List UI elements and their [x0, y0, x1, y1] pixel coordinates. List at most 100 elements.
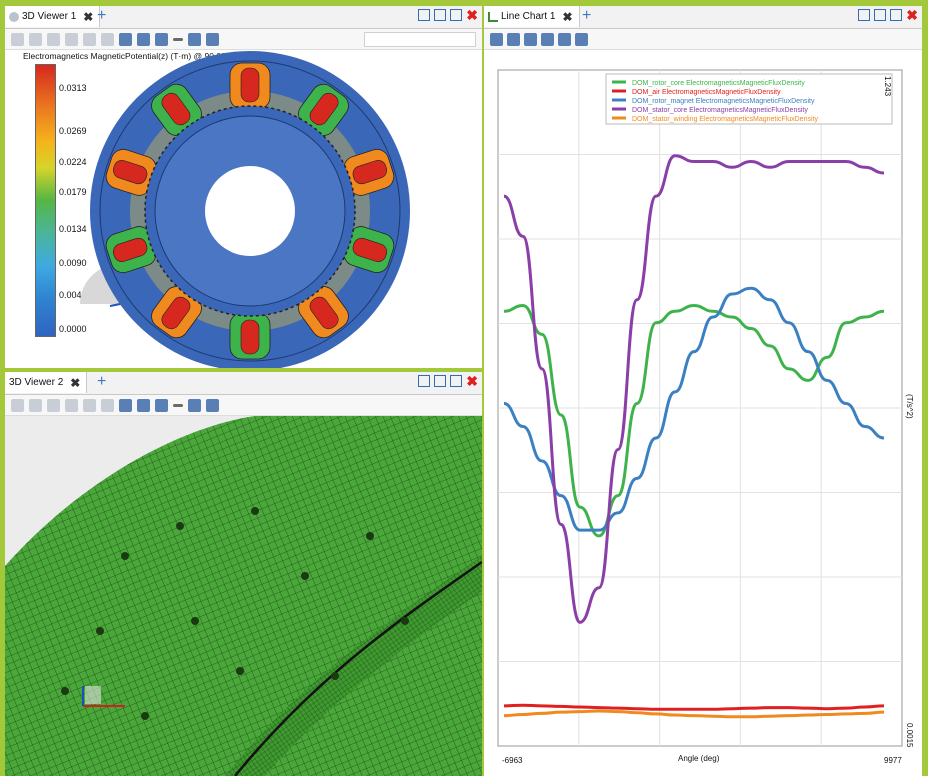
stator-coil: [343, 148, 395, 196]
colorbar-label: 0.0090: [59, 258, 87, 268]
tab-label: Line Chart 1: [501, 11, 556, 22]
zoom-box-icon[interactable]: [47, 32, 60, 46]
close-panel-icon[interactable]: ✖: [466, 373, 478, 389]
screenshot-icon[interactable]: [206, 32, 219, 46]
stator-coil: [229, 312, 271, 360]
tab-label: 3D Viewer 1: [22, 11, 77, 22]
stator-coil: [298, 83, 349, 136]
viewer2-toolbar: [5, 395, 482, 416]
series-line: [503, 154, 885, 624]
maximize-icon[interactable]: [418, 9, 431, 21]
chart-bars-icon[interactable]: [541, 32, 554, 46]
split-horizontal-icon[interactable]: [874, 9, 887, 21]
camera-icon[interactable]: [188, 398, 201, 412]
close-icon[interactable]: ✖: [562, 9, 573, 24]
stator-coil: [151, 286, 202, 339]
chart-legend-icon[interactable]: [558, 32, 571, 46]
colorbar-label: 0.0224: [59, 157, 87, 167]
y-max-label: 1.243: [883, 76, 892, 97]
view-field[interactable]: [364, 32, 476, 47]
maximize-icon[interactable]: [418, 375, 431, 387]
pick-icon[interactable]: [119, 32, 132, 46]
colorbar-label: 0.0000: [59, 324, 87, 334]
stator-coil: [105, 148, 157, 196]
viewer1-tabbar: 3D Viewer 1 ✖ + ✖: [5, 6, 482, 29]
camera-icon[interactable]: [188, 32, 201, 46]
tab-3d-viewer-1[interactable]: 3D Viewer 1 ✖: [5, 6, 101, 27]
split-vertical-icon[interactable]: [450, 375, 463, 387]
chart-tabbar: Line Chart 1 ✖ + ✖: [484, 6, 922, 29]
mesh-view: [5, 416, 482, 776]
close-icon[interactable]: ✖: [70, 375, 81, 390]
viewer2-tabbar: 3D Viewer 2 ✖ + ✖: [5, 372, 482, 395]
legend-entry: DOM_stator_core ElectromagneticsMagnetic…: [632, 107, 808, 114]
axis-triad: [82, 686, 125, 707]
zoom-fit-icon[interactable]: [490, 32, 503, 46]
box-select-icon[interactable]: [29, 398, 42, 412]
window-controls: ✖: [418, 7, 478, 23]
pan-icon[interactable]: [83, 32, 96, 46]
chart-axis-icon[interactable]: [524, 32, 537, 46]
fit-all-icon[interactable]: [101, 32, 114, 46]
window-controls: ✖: [418, 373, 478, 389]
zoom-icon[interactable]: [155, 398, 168, 412]
series-line: [503, 709, 885, 719]
colorbar-label: 0.0045: [59, 290, 87, 300]
motor-cross-section: [90, 51, 410, 368]
series-line: [503, 286, 885, 532]
viewer1-toolbar: [5, 29, 482, 50]
colorbar-label: 0.0134: [59, 224, 87, 234]
add-tab-icon[interactable]: +: [97, 7, 107, 24]
legend-title: Electromagnetics MagneticPotential(z) (T…: [23, 51, 243, 61]
chart-toolbar: [484, 29, 922, 50]
fit-icon[interactable]: [65, 398, 78, 412]
split-horizontal-icon[interactable]: [434, 9, 447, 21]
stator-coil: [229, 62, 271, 110]
menu-icon[interactable]: [173, 37, 183, 41]
close-panel-icon[interactable]: ✖: [466, 7, 478, 23]
viewer1-panel: 3D Viewer 1 ✖ + ✖ Electromagnetics Magne…: [5, 6, 482, 368]
split-vertical-icon[interactable]: [890, 9, 903, 21]
colorbar-label: 0.0179: [59, 187, 87, 197]
zoom-icon[interactable]: [155, 32, 168, 46]
stator-coil: [343, 226, 395, 274]
scene-icon[interactable]: [137, 398, 150, 412]
close-panel-icon[interactable]: ✖: [906, 7, 918, 23]
pick-icon[interactable]: [119, 398, 132, 412]
close-icon[interactable]: ✖: [83, 9, 94, 24]
window-controls: ✖: [858, 7, 918, 23]
box-select-icon[interactable]: [29, 32, 42, 46]
y-axis-label: (T/s^2): [905, 394, 914, 419]
split-vertical-icon[interactable]: [450, 9, 463, 21]
legend-entry: DOM_air ElectromagneticsMagneticFluxDens…: [632, 89, 781, 96]
tab-label: 3D Viewer 2: [9, 377, 64, 388]
colorbar: [35, 64, 56, 337]
legend-entry: DOM_rotor_magnet ElectromagneticsMagneti…: [632, 98, 815, 105]
tab-line-chart-1[interactable]: Line Chart 1 ✖: [484, 6, 580, 27]
split-horizontal-icon[interactable]: [434, 375, 447, 387]
colorbar-label: 0.0313: [59, 83, 87, 93]
add-tab-icon[interactable]: +: [97, 373, 107, 390]
series-line: [503, 703, 885, 711]
select-icon[interactable]: [11, 398, 24, 412]
fit-all-icon[interactable]: [101, 398, 114, 412]
add-tab-icon[interactable]: +: [582, 7, 592, 24]
fit-icon[interactable]: [65, 32, 78, 46]
slot-markers: [61, 507, 409, 720]
legend-entry: DOM_stator_winding ElectromagneticsMagne…: [632, 116, 818, 123]
colorbar-label: 0.0269: [59, 126, 87, 136]
menu-icon[interactable]: [173, 403, 183, 407]
chart-grid-icon[interactable]: [507, 32, 520, 46]
x-axis-label: Angle (deg): [678, 754, 720, 763]
y-min-label: 0.0015: [905, 723, 914, 748]
screenshot-icon[interactable]: [206, 398, 219, 412]
chart-export-icon[interactable]: [575, 32, 588, 46]
stator-coil: [151, 83, 202, 136]
scene-icon[interactable]: [137, 32, 150, 46]
select-icon[interactable]: [11, 32, 24, 46]
zoom-box-icon[interactable]: [47, 398, 60, 412]
chart-panel: Line Chart 1 ✖ + ✖ DOM_rotor_core Electr…: [484, 6, 922, 776]
maximize-icon[interactable]: [858, 9, 871, 21]
tab-3d-viewer-2[interactable]: 3D Viewer 2 ✖: [5, 372, 88, 393]
pan-icon[interactable]: [83, 398, 96, 412]
